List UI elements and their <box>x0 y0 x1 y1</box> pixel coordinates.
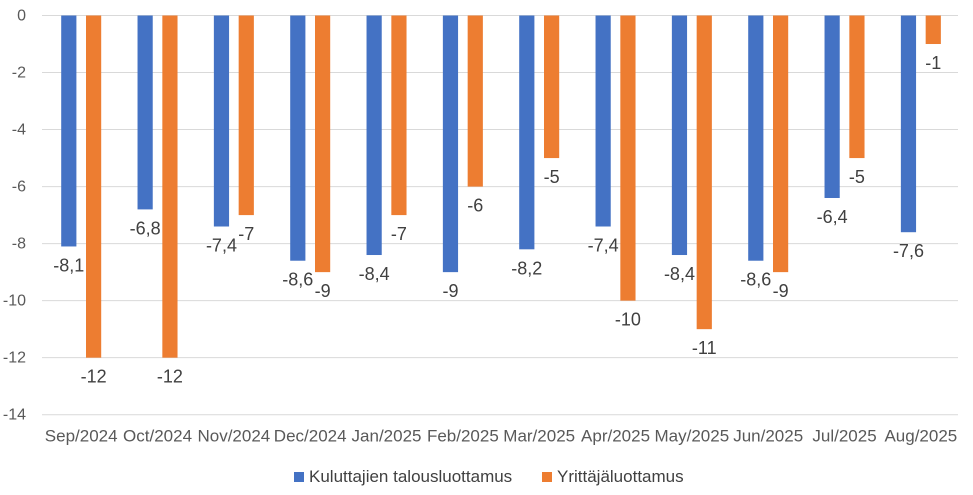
svg-text:-12: -12 <box>81 367 107 387</box>
svg-text:May/2025: May/2025 <box>655 427 730 446</box>
svg-text:-7,4: -7,4 <box>588 236 619 256</box>
svg-text:Yrittäjäluottamus: Yrittäjäluottamus <box>557 467 684 486</box>
svg-text:-14: -14 <box>3 407 26 424</box>
svg-text:-10: -10 <box>3 293 26 310</box>
svg-text:Jul/2025: Jul/2025 <box>812 427 876 446</box>
svg-text:-7,4: -7,4 <box>206 236 237 256</box>
svg-text:Nov/2024: Nov/2024 <box>197 427 270 446</box>
svg-text:-9: -9 <box>442 281 458 301</box>
svg-text:-1: -1 <box>925 53 941 73</box>
svg-text:-10: -10 <box>615 310 641 330</box>
svg-text:-8,4: -8,4 <box>359 264 390 284</box>
svg-text:Dec/2024: Dec/2024 <box>274 427 347 446</box>
svg-text:-4: -4 <box>12 122 26 139</box>
svg-text:-8,2: -8,2 <box>511 258 542 278</box>
svg-text:-5: -5 <box>849 167 865 187</box>
svg-text:-12: -12 <box>3 350 26 367</box>
svg-text:-12: -12 <box>157 367 183 387</box>
svg-text:Apr/2025: Apr/2025 <box>581 427 650 446</box>
svg-text:-6,8: -6,8 <box>130 218 161 238</box>
svg-text:Kuluttajien talousluottamus: Kuluttajien talousluottamus <box>309 467 512 486</box>
svg-text:-8,6: -8,6 <box>282 270 313 290</box>
svg-text:-7,6: -7,6 <box>893 241 924 261</box>
svg-text:Jun/2025: Jun/2025 <box>733 427 803 446</box>
svg-text:-5: -5 <box>544 167 560 187</box>
svg-text:-7: -7 <box>238 224 254 244</box>
svg-text:-2: -2 <box>12 65 26 82</box>
svg-text:Jan/2025: Jan/2025 <box>352 427 422 446</box>
svg-text:-11: -11 <box>692 338 717 358</box>
svg-text:-9: -9 <box>773 281 789 301</box>
svg-text:-6: -6 <box>467 196 483 216</box>
svg-text:-8,6: -8,6 <box>740 270 771 290</box>
svg-text:Aug/2025: Aug/2025 <box>884 427 957 446</box>
svg-text:Oct/2024: Oct/2024 <box>123 427 192 446</box>
svg-text:-8: -8 <box>12 236 26 253</box>
svg-text:0: 0 <box>17 8 26 25</box>
svg-text:Mar/2025: Mar/2025 <box>503 427 575 446</box>
svg-text:Feb/2025: Feb/2025 <box>427 427 499 446</box>
svg-text:-8,4: -8,4 <box>664 264 695 284</box>
svg-text:-9: -9 <box>315 281 331 301</box>
svg-text:-8,1: -8,1 <box>53 255 84 275</box>
svg-text:Sep/2024: Sep/2024 <box>45 427 118 446</box>
svg-text:-6,4: -6,4 <box>817 207 848 227</box>
svg-text:-6: -6 <box>12 179 26 196</box>
svg-text:-7: -7 <box>391 224 407 244</box>
